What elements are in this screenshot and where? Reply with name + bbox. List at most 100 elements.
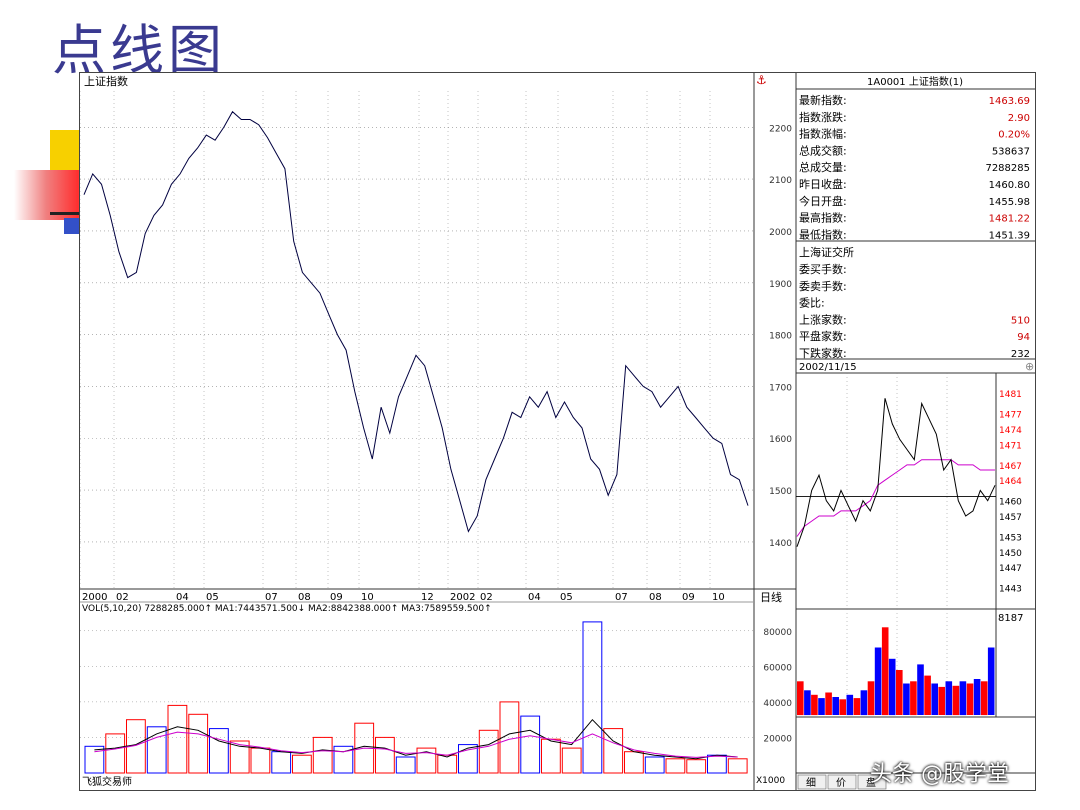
main-y-tick: 2200 [769, 124, 792, 134]
volume-bar [395, 756, 416, 774]
main-y-tick: 1700 [769, 383, 792, 393]
quote-value: 7288285 [985, 163, 1030, 174]
main-x-tick: 09 [682, 592, 695, 603]
intraday-volume-bar [804, 690, 811, 716]
main-y-tick: 1400 [769, 539, 792, 549]
volume-bar [188, 713, 209, 774]
intraday-volume-bar [881, 627, 889, 716]
intraday-volume-bar [818, 698, 825, 715]
quote-value: 2.90 [1008, 113, 1030, 124]
intraday-volume-bar [825, 692, 832, 715]
quote-label: 下跌家数: [799, 346, 847, 360]
quote-label: 最新指数: [799, 93, 847, 107]
intraday-volume-bar [853, 698, 861, 715]
panel-tab[interactable] [857, 774, 887, 790]
main-x-tick: 02 [480, 592, 493, 603]
volume-bar [707, 754, 727, 774]
main-x-tick: 05 [560, 592, 573, 603]
intraday-volume-bar [945, 681, 953, 716]
intraday-y-tick: 1457 [999, 513, 1022, 523]
main-x-tick: 08 [649, 592, 662, 603]
anchor-icon[interactable]: ⚓ [756, 73, 767, 87]
volume-bar [271, 751, 292, 774]
volume-bar [541, 738, 561, 774]
quote-header: 1A0001 上证指数(1) [867, 75, 963, 88]
quote-label: 指数涨跌: [799, 110, 847, 124]
crosshair-icon[interactable]: ⊕ [1025, 360, 1034, 373]
intraday-y-tick: 1481 [999, 390, 1022, 400]
volume-bar [727, 758, 748, 774]
main-y-tick: 1900 [769, 280, 792, 290]
main-x-tick: 12 [421, 592, 434, 603]
intraday-volume-bar [903, 683, 910, 715]
panel-tab[interactable] [827, 774, 857, 790]
intraday-volume-bar [959, 681, 967, 716]
quote-value: 1463.69 [989, 96, 1030, 107]
period-button[interactable]: 日线 [760, 590, 782, 604]
main-x-tick: 04 [528, 592, 541, 603]
volume-y-tick: 60000 [763, 663, 792, 673]
quote-label: 平盘家数: [799, 329, 847, 343]
quote-value: 1455.98 [989, 197, 1030, 208]
index-price-line [83, 110, 749, 533]
volume-multiplier: X1000 [756, 776, 785, 786]
volume-bar [292, 754, 312, 774]
volume-bar [582, 621, 603, 774]
intraday-y-tick: 1471 [999, 441, 1022, 451]
main-x-tick: 10 [712, 592, 725, 603]
volume-bar [105, 733, 126, 774]
quote-label: 今日开盘: [799, 194, 847, 208]
main-x-tick: 09 [330, 592, 343, 603]
main-x-tick: 08 [298, 592, 311, 603]
quote-value: 1460.80 [989, 180, 1030, 191]
volume-bar [561, 747, 582, 774]
intraday-volume-bar [811, 694, 818, 716]
intraday-volume-bar [917, 664, 924, 715]
intraday-y-tick: 1460 [999, 498, 1022, 508]
volume-ma2-line [94, 731, 738, 758]
software-name: 飞狐交易师 [82, 775, 132, 788]
intraday-volume-bar [797, 681, 804, 716]
volume-bar [437, 754, 458, 774]
volume-y-tick: 20000 [763, 734, 792, 744]
panel-tab-label: 细 [806, 776, 816, 789]
panel-tab[interactable] [797, 774, 827, 790]
trading-software-window: 上证指数 ⚓ 日线 VOL(5,10,20) 7288285.000↑ MA1:… [79, 72, 1036, 791]
intraday-y-tick: 1474 [999, 426, 1022, 436]
volume-y-tick: 40000 [763, 699, 792, 709]
quote-label: 总成交量: [799, 160, 847, 174]
volume-bar [478, 729, 499, 774]
intraday-price-line [796, 398, 996, 547]
volume-bar [603, 728, 624, 774]
quote-label: 总成交额: [799, 143, 847, 157]
main-y-tick: 1500 [769, 487, 792, 497]
quote-value: 1451.39 [989, 230, 1030, 241]
quote-label: 昨日收盘: [799, 177, 847, 191]
decor-blue-square [64, 218, 82, 234]
main-y-tick: 1800 [769, 332, 792, 342]
intraday-volume-bar [973, 679, 981, 715]
main-x-tick: 07 [265, 592, 278, 603]
intraday-volume-bar [888, 658, 896, 716]
volume-bar [229, 740, 250, 774]
main-x-tick: 2000 [82, 592, 107, 603]
quote-value: 232 [1011, 349, 1030, 360]
intraday-volume-bar [874, 647, 882, 715]
intraday-volume-bar [931, 683, 938, 715]
volume-bar [146, 726, 167, 774]
intraday-volume-bar [966, 683, 974, 715]
intraday-volume-bar [896, 670, 903, 715]
volume-bar [209, 728, 229, 774]
main-x-tick: 2002 [450, 592, 475, 603]
main-y-tick: 1600 [769, 435, 792, 445]
quote-label: 委买手数: [799, 262, 847, 276]
volume-bar [84, 745, 105, 774]
volume-bar [520, 715, 541, 774]
quote-label: 委卖手数: [799, 279, 847, 293]
volume-bar [375, 736, 395, 774]
decor-line [50, 212, 90, 215]
watermark: 头条 @股学堂 [870, 762, 1009, 787]
volume-header: VOL(5,10,20) 7288285.000↑ MA1:7443571.50… [82, 604, 492, 614]
main-x-tick: 02 [116, 592, 129, 603]
quote-label: 指数涨幅: [799, 127, 847, 141]
